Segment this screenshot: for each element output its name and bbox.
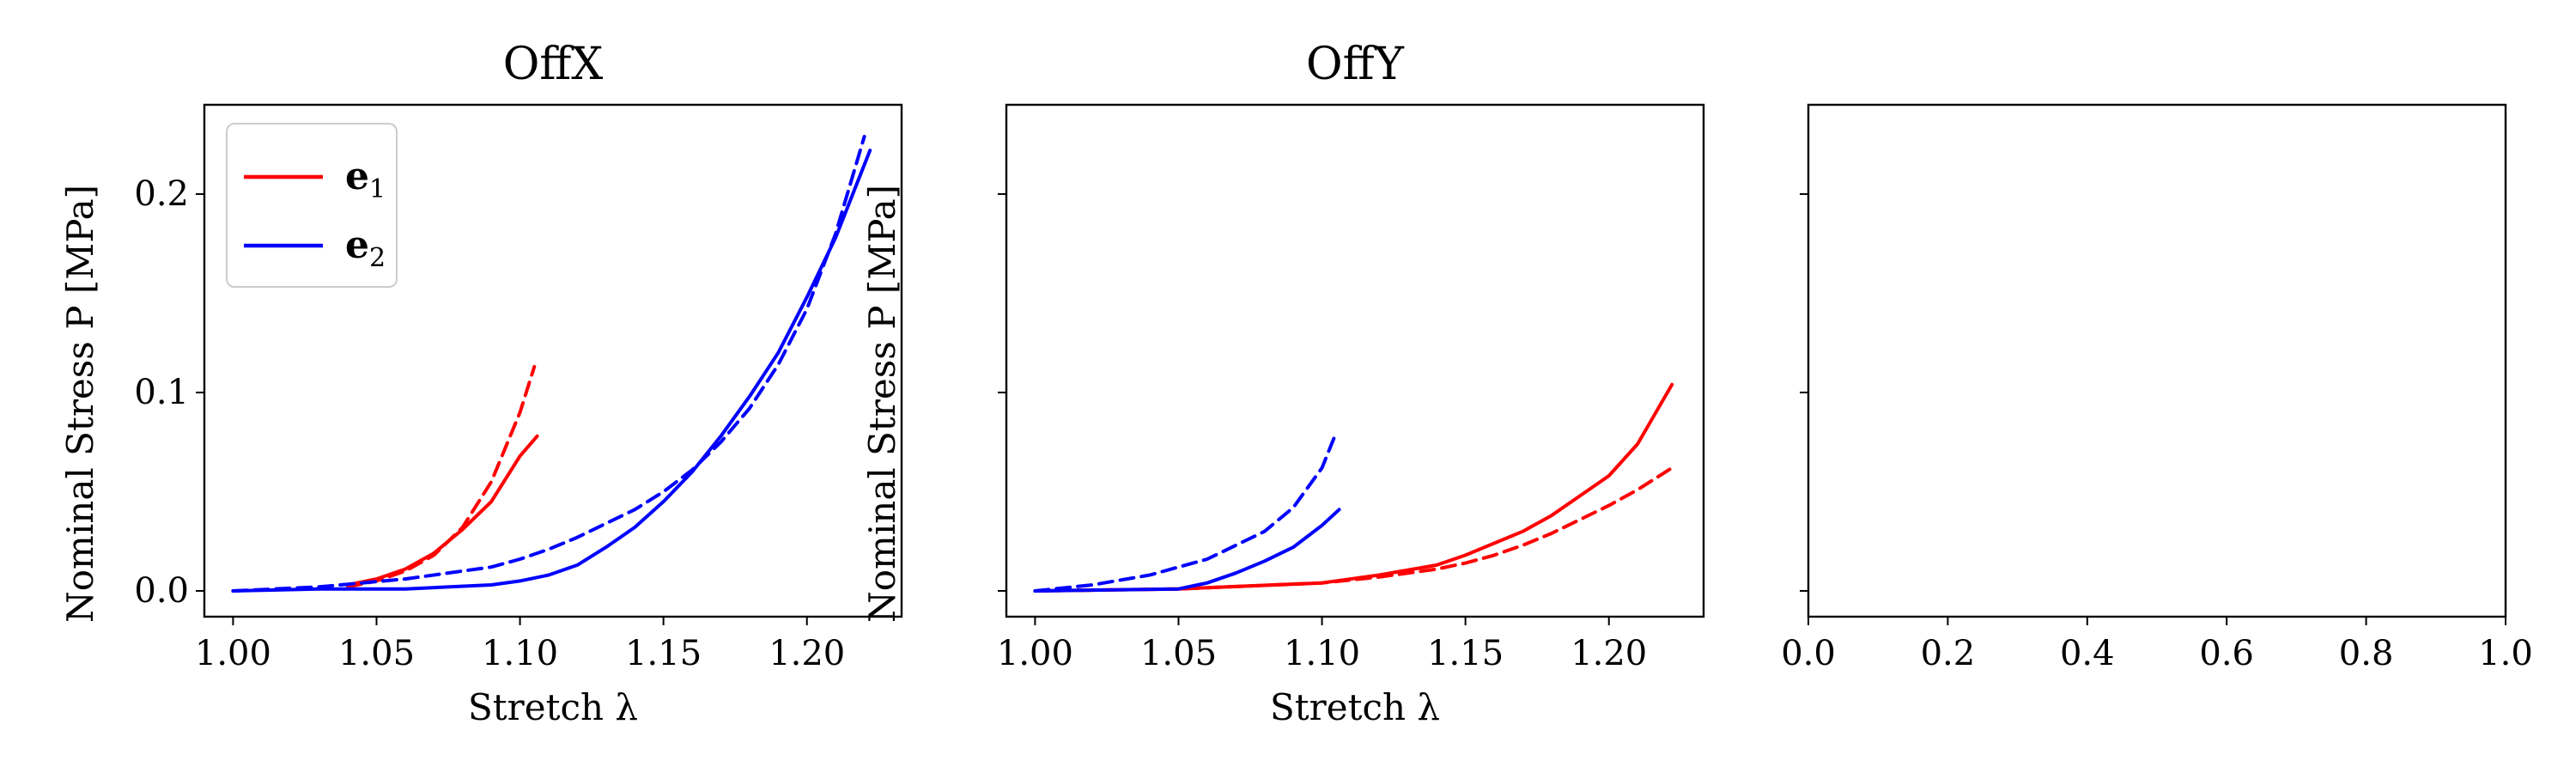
y-tick-label: 0.0 [134, 571, 189, 611]
y-tick-label: 0.2 [134, 174, 189, 214]
y-axis-label: Nominal Stress P [MPa] [59, 185, 101, 623]
plot-frame [203, 103, 903, 618]
x-tick-label: 1.05 [338, 634, 415, 673]
x-tick-label: 1.10 [1284, 634, 1360, 673]
x-axis-label: Stretch λ [1270, 686, 1440, 728]
x-tick-label: 1.05 [1140, 634, 1217, 673]
x-tick-label: 1.00 [195, 634, 271, 673]
series-e1-dashed [1033, 466, 1674, 593]
series-e1-solid [1033, 382, 1674, 593]
chart-title: OffY [1306, 39, 1405, 90]
chart-panel-3: 0.0 0.2 0.4 0.6 0.8 1.0 [1781, 103, 2533, 673]
x-tick-label: 1.00 [997, 634, 1073, 673]
series-e2-solid [231, 149, 872, 593]
x-tick-label: 0.2 [1921, 634, 1976, 673]
x-tick-label: 1.20 [769, 634, 845, 673]
y-axis-label: Nominal Stress P [MPa] [861, 185, 903, 623]
chart-title: OffX [503, 39, 604, 90]
series-e2-dashed [1033, 430, 1339, 593]
legend-label: e2 [345, 223, 386, 273]
series-e1-dashed [346, 364, 537, 589]
legend-label: e1 [345, 155, 386, 204]
x-tick-label: 0.4 [2060, 634, 2115, 673]
chart-panel-1: OffX 1.00 1.05 1.10 1.15 1.20 0.0 0.1 0.2 Stretch… [59, 39, 903, 728]
y-tick-label: 0.1 [134, 373, 189, 412]
series-e2-dashed [231, 135, 866, 593]
x-tick-label: 0.8 [2339, 634, 2394, 673]
plot-frame [1005, 103, 1705, 618]
x-tick-label: 1.10 [482, 634, 558, 673]
x-tick-label: 0.6 [2199, 634, 2254, 673]
x-tick-label: 1.20 [1571, 634, 1647, 673]
x-tick-label: 1.0 [2478, 634, 2533, 673]
chart-panel-2: OffY 1.00 1.05 1.10 1.15 1.20 Stretch λ Nominal… [861, 39, 1705, 728]
plot-frame [1807, 103, 2507, 618]
series-e2-solid [1033, 508, 1341, 593]
x-tick-label: 1.15 [1427, 634, 1504, 673]
x-axis-label: Stretch λ [468, 686, 638, 728]
x-tick-label: 0.0 [1781, 634, 1836, 673]
x-tick-label: 1.15 [625, 634, 702, 673]
